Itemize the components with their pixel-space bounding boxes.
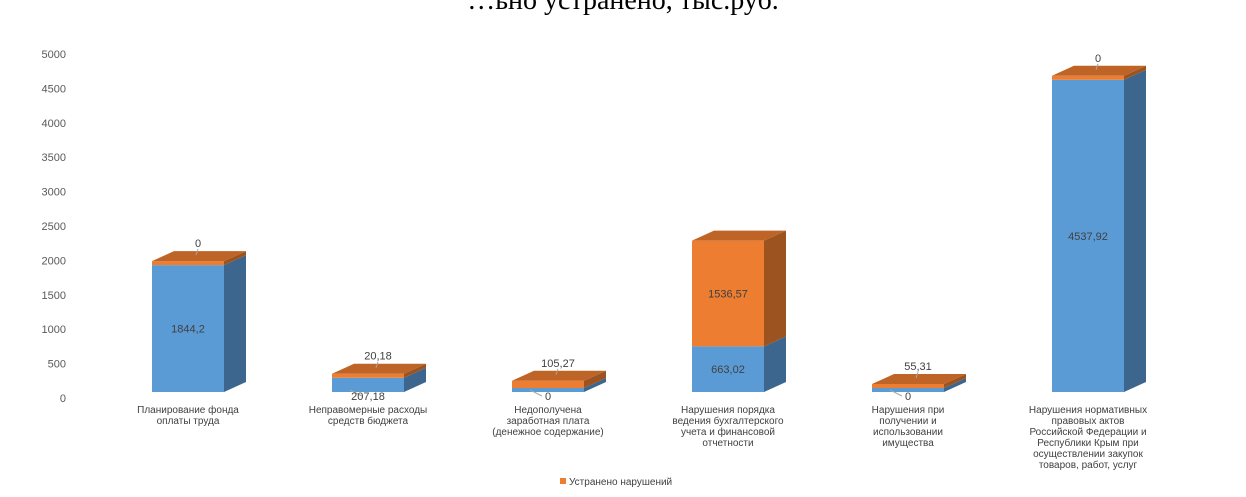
leader-line [375,361,379,368]
data-label: 207,18 [351,391,385,403]
x-category-label: получении и [879,416,936,427]
bar-segment-side [944,378,966,392]
leader-line [195,248,199,256]
bar-segment-side [584,370,606,388]
leader-line [555,368,559,375]
data-label: 55,31 [904,361,932,373]
data-label: 20,18 [364,351,392,363]
x-category-label: Нарушения при [872,405,945,416]
bar-segment-front [512,388,584,392]
legend-swatch [560,478,566,484]
data-label: 0 [905,391,911,403]
y-tick-label: 2500 [42,221,66,233]
bar-segment-front [512,380,584,388]
bar-segment-side [764,230,786,347]
x-category-label: имущества [882,438,934,449]
data-label: 0 [545,391,551,403]
x-category-label: учета и финансовой [681,426,775,438]
x-category-label: ведения бухгалтерского [672,415,784,427]
bar-top-cap [692,230,786,241]
y-tick-label: 3500 [42,152,66,164]
y-tick-label: 4000 [42,118,66,130]
bar-segment-front [332,373,404,378]
bar-segment-side [584,378,606,392]
bar-segment-side [1124,69,1146,392]
chart-title: …ьно устранено, тыс.руб. [467,0,779,16]
legend-label: Устранено нарушений [569,477,672,488]
bar-segment-front [1052,79,1124,392]
data-label: 0 [1095,53,1101,65]
bar-segment-side [764,336,786,392]
bar-segment-front [332,377,404,392]
x-category-label: Планирование фонда [137,404,239,416]
x-category-label: Недополучена [514,405,582,416]
leader-line [1095,63,1099,70]
y-tick-label: 5000 [42,49,66,61]
x-category-label: средств бюджета [328,415,409,427]
x-category-label: Нарушения нормативных [1029,405,1147,416]
bar-segment-front [1052,75,1124,80]
y-tick-label: 0 [60,393,66,405]
data-label: 1536,57 [708,289,748,301]
x-category-label: правовых актов [1052,416,1125,427]
bar-top-cap [1052,65,1146,76]
x-category-label: Нарушения порядка [681,405,775,416]
x-category-label: отчетности [702,438,753,449]
x-category-label: Неправомерные расходы [309,405,428,416]
bar-top-cap [872,374,966,384]
y-tick-label: 1500 [42,290,66,302]
bar-segment-side [224,255,246,392]
bar-segment-front [152,261,224,266]
leader-line [915,371,919,379]
x-category-label: Республики Крым при [1037,437,1139,449]
x-category-label: (денежное содержание) [492,427,603,438]
data-label: 0 [195,238,201,250]
x-category-label: товаров, работ, услуг [1039,459,1138,471]
x-category-label: заработная плата [507,415,590,427]
bar-segment-side [1124,65,1146,80]
y-tick-label: 1000 [42,324,66,336]
leader-line [889,389,903,397]
y-tick-label: 3000 [42,187,66,199]
bar-segment-side [404,367,426,392]
x-category-label: Российской Федерации и [1029,427,1146,438]
data-label: 1844,2 [171,324,205,336]
bar-segment-side [944,374,966,388]
bar-segment-front [152,265,224,392]
y-tick-label: 2000 [42,255,66,267]
y-tick-label: 500 [48,359,66,371]
bar-top-cap [152,251,246,262]
data-label: 105,27 [541,358,575,370]
bar-segment-front [872,384,944,388]
y-tick-label: 4500 [42,83,66,95]
bar-segment-front [692,240,764,347]
x-category-label: использовании [873,427,943,438]
bar-segment-front [692,346,764,392]
leader-line [529,389,543,397]
x-category-label: осуществлении закупок [1033,449,1143,460]
bar-top-cap [332,363,426,374]
bar-top-cap [512,370,606,381]
data-label: 663,02 [711,364,745,376]
data-label: 4537,92 [1068,231,1108,243]
bar-segment-side [224,251,246,266]
leader-line [349,389,363,397]
bar-segment-side [404,363,426,378]
x-category-label: оплаты труда [157,416,220,427]
bar-segment-front [872,388,944,392]
